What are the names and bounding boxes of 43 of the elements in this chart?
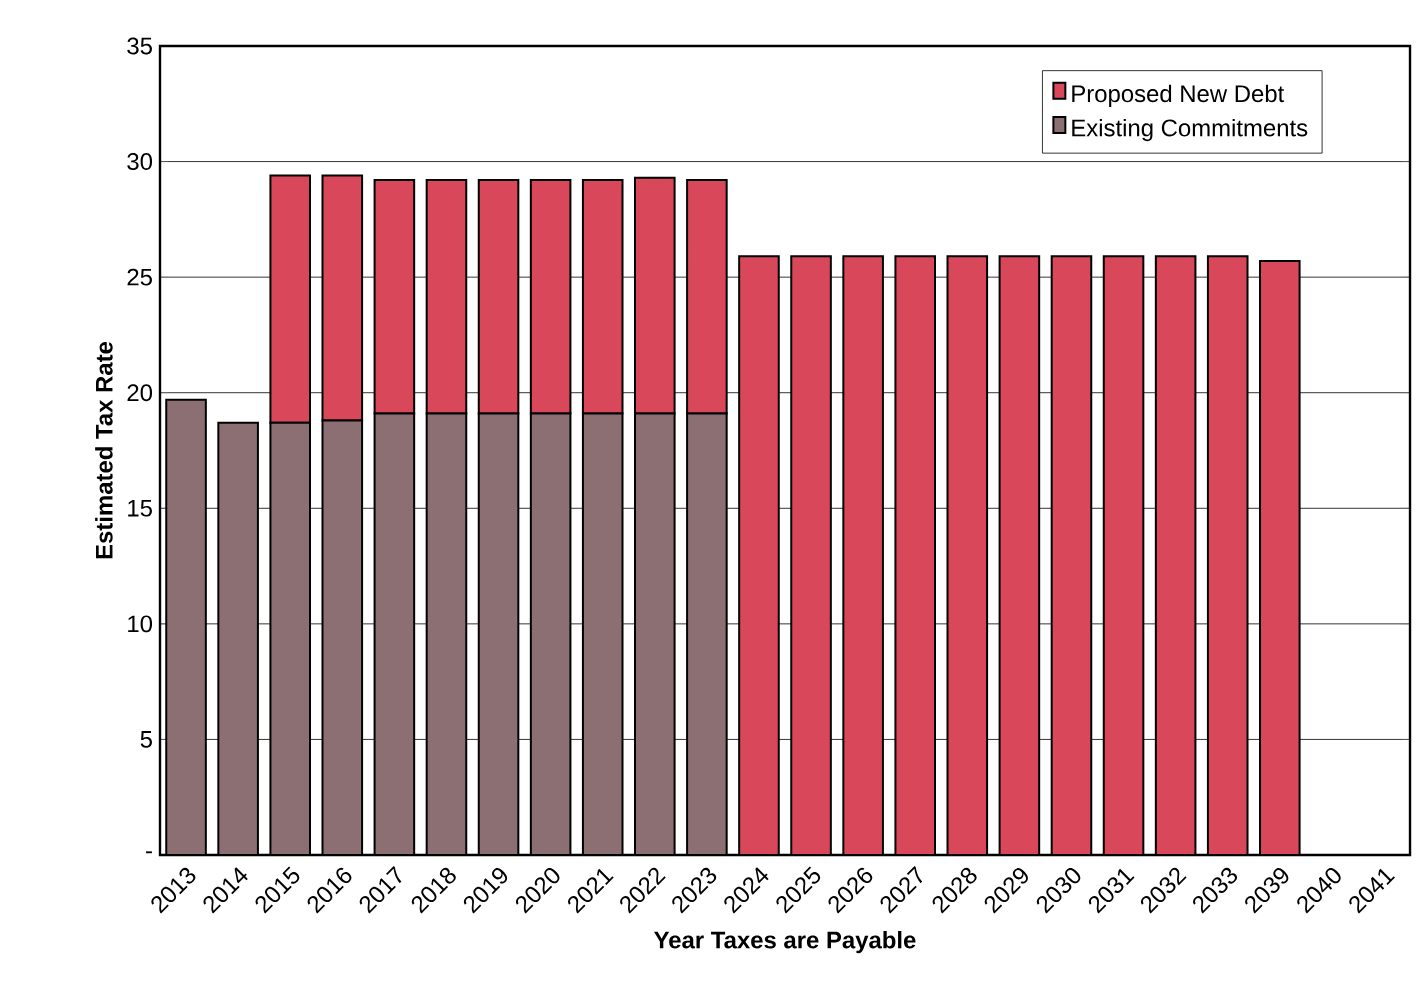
y-axis-title: Estimated Tax Rate [95,341,113,559]
bar [686,179,728,415]
y-tick-label: 30 [127,153,153,171]
bar [1259,259,1301,855]
bar [739,256,779,855]
bar [373,179,416,415]
bar [373,412,416,855]
y-tick-label: 35 [127,37,152,55]
y-tick-label: 25 [127,268,152,286]
legend-label: Existing Commitments [1072,118,1308,142]
bar [1051,256,1092,855]
y-tick-label: 10 [128,615,153,633]
bar [425,412,468,855]
bar [1103,256,1144,855]
bar [581,179,624,415]
bar [321,174,364,422]
bar [999,256,1040,855]
bar [477,179,520,415]
bar [165,398,207,855]
bar [634,176,676,415]
bar [581,412,624,855]
bar [269,174,311,424]
x-axis-title: Year Taxes are Payable [654,930,916,954]
bar [791,256,831,855]
bar [269,421,311,855]
bar [477,412,520,855]
bar [686,412,728,855]
bar [425,179,468,415]
y-tick-label: - [146,851,152,854]
bar [843,256,883,855]
bar [947,256,988,855]
bar [895,256,936,855]
bar [1155,256,1196,855]
y-tick-label: 5 [140,731,152,748]
bar [529,412,572,855]
bar [321,419,364,855]
y-tick-label: 20 [127,384,153,402]
bar [634,412,676,855]
bar [529,179,572,415]
bar [217,421,259,855]
legend-label: Proposed New Debt [1072,84,1285,107]
bar [1207,256,1248,855]
y-tick-label: 15 [128,499,152,517]
